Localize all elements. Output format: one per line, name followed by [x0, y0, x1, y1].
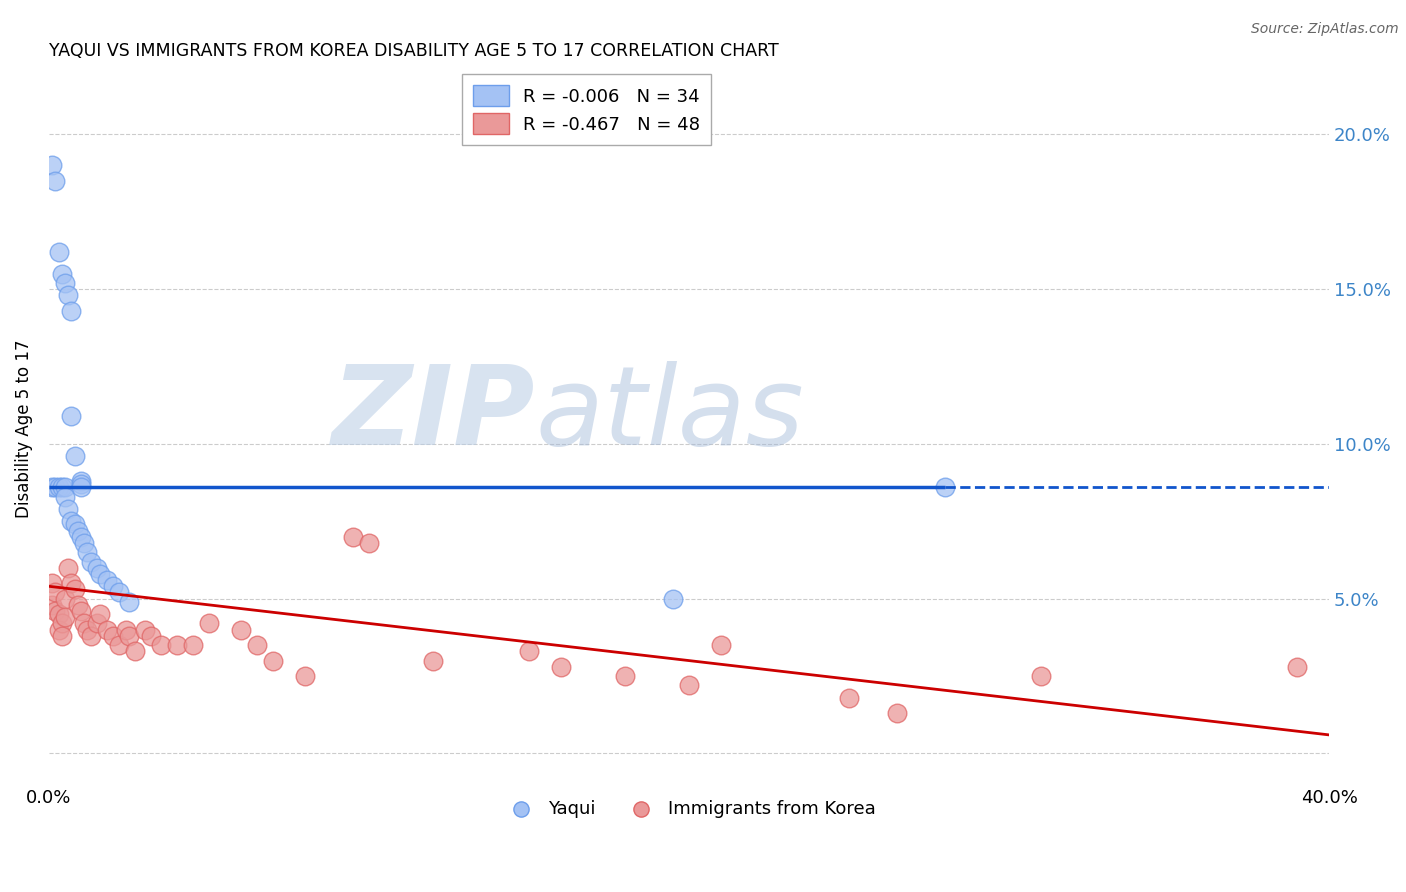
Point: [51, 629, 73, 643]
Point: [51, 616, 73, 631]
Point: [1029, 669, 1052, 683]
Point: [53, 490, 76, 504]
Point: [56, 560, 79, 574]
Point: [246, 638, 269, 652]
Point: [141, 629, 163, 643]
Point: [60, 576, 83, 591]
Point: [70, 604, 93, 618]
Point: [63, 450, 86, 464]
Point: [48, 244, 70, 259]
Point: [48, 623, 70, 637]
Point: [41, 158, 63, 172]
Point: [262, 654, 284, 668]
Point: [70, 530, 93, 544]
Point: [101, 579, 124, 593]
Point: [48, 480, 70, 494]
Point: [149, 638, 172, 652]
Point: [86, 560, 108, 574]
Point: [73, 616, 96, 631]
Point: [710, 638, 733, 652]
Point: [229, 623, 252, 637]
Point: [108, 638, 131, 652]
Point: [44, 174, 66, 188]
Point: [96, 623, 118, 637]
Point: [124, 644, 146, 658]
Point: [886, 706, 908, 721]
Point: [79, 555, 101, 569]
Point: [73, 536, 96, 550]
Point: [134, 623, 156, 637]
Point: [89, 607, 111, 622]
Point: [76, 623, 98, 637]
Point: [89, 566, 111, 581]
Point: [48, 607, 70, 622]
Point: [44, 604, 66, 618]
Point: [51, 267, 73, 281]
Point: [198, 616, 221, 631]
Point: [53, 480, 76, 494]
Point: [614, 669, 637, 683]
Point: [96, 573, 118, 587]
Point: [44, 585, 66, 599]
Point: [1286, 660, 1309, 674]
Point: [118, 595, 141, 609]
Point: [56, 288, 79, 302]
Text: atlas: atlas: [536, 360, 804, 467]
Point: [79, 629, 101, 643]
Point: [41, 480, 63, 494]
Point: [70, 474, 93, 488]
Point: [56, 502, 79, 516]
Point: [76, 545, 98, 559]
Text: Source: ZipAtlas.com: Source: ZipAtlas.com: [1251, 22, 1399, 37]
Point: [86, 616, 108, 631]
Text: ZIP: ZIP: [332, 360, 536, 467]
Point: [108, 585, 131, 599]
Point: [114, 623, 136, 637]
Point: [357, 536, 380, 550]
Point: [41, 576, 63, 591]
Point: [70, 480, 93, 494]
Point: [60, 303, 83, 318]
Point: [63, 517, 86, 532]
Point: [60, 409, 83, 423]
Legend: Yaqui, Immigrants from Korea: Yaqui, Immigrants from Korea: [495, 793, 883, 825]
Point: [53, 276, 76, 290]
Point: [70, 477, 93, 491]
Point: [517, 644, 540, 658]
Point: [63, 582, 86, 597]
Point: [118, 629, 141, 643]
Point: [66, 598, 89, 612]
Point: [51, 480, 73, 494]
Point: [422, 654, 444, 668]
Point: [294, 669, 316, 683]
Point: [41, 598, 63, 612]
Point: [53, 591, 76, 606]
Point: [342, 530, 364, 544]
Point: [934, 480, 956, 494]
Point: [53, 610, 76, 624]
Point: [550, 660, 572, 674]
Y-axis label: Disability Age 5 to 17: Disability Age 5 to 17: [15, 339, 32, 517]
Point: [44, 480, 66, 494]
Point: [60, 514, 83, 528]
Point: [181, 638, 204, 652]
Point: [66, 524, 89, 538]
Point: [678, 678, 700, 692]
Text: YAQUI VS IMMIGRANTS FROM KOREA DISABILITY AGE 5 TO 17 CORRELATION CHART: YAQUI VS IMMIGRANTS FROM KOREA DISABILIT…: [49, 42, 779, 60]
Point: [101, 629, 124, 643]
Point: [838, 690, 860, 705]
Point: [662, 591, 685, 606]
Point: [166, 638, 188, 652]
